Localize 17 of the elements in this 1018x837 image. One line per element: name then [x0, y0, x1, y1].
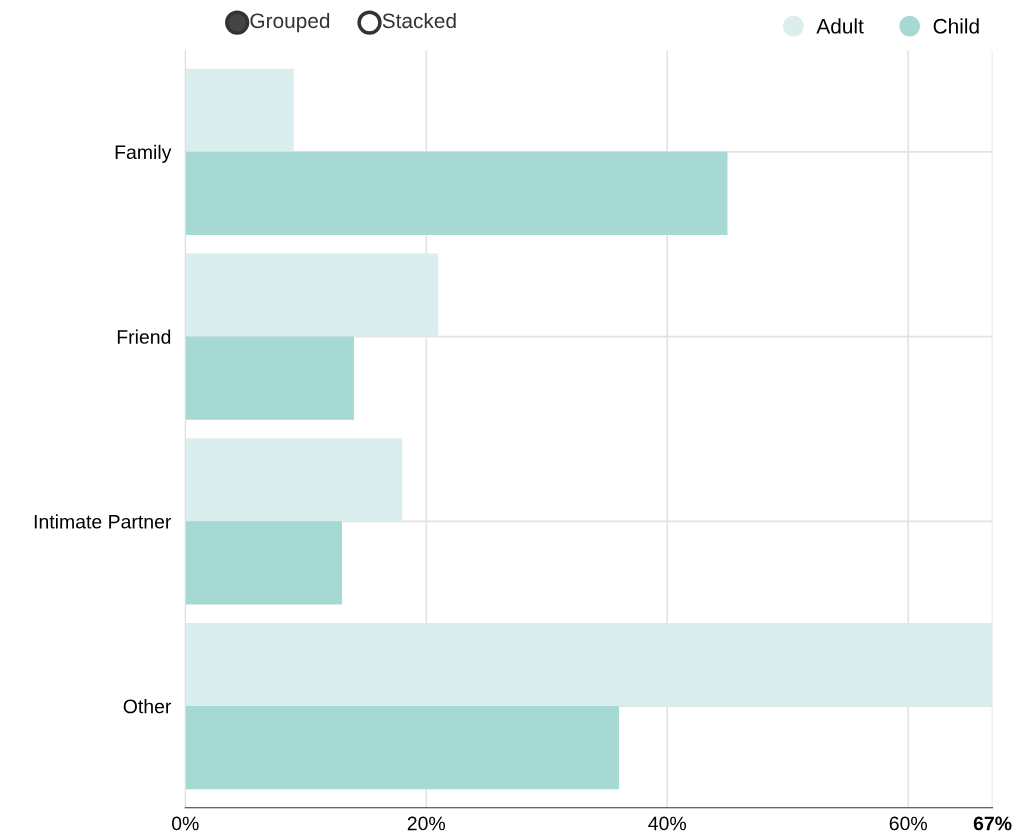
x-tick-label: 0% [171, 816, 199, 831]
bar [185, 521, 342, 605]
x-tick-label: 40% [648, 816, 686, 831]
y-tick-label: Family [115, 144, 172, 163]
text: Grouped [250, 12, 330, 33]
text: Stacked [382, 12, 456, 29]
x-tick-label: 67% [973, 816, 1012, 831]
y-tick-label: Other [123, 699, 172, 714]
legend-label: Adult [816, 18, 864, 34]
x-tick-label: 20% [407, 816, 446, 831]
legend-label: Child [933, 18, 979, 34]
bar [185, 706, 620, 790]
y-tick-label: Intimate Partner [34, 514, 172, 529]
y-tick-label: Friend [117, 329, 171, 344]
x-tick-label: 60% [889, 816, 927, 831]
bar [185, 336, 354, 420]
bar [185, 151, 728, 235]
